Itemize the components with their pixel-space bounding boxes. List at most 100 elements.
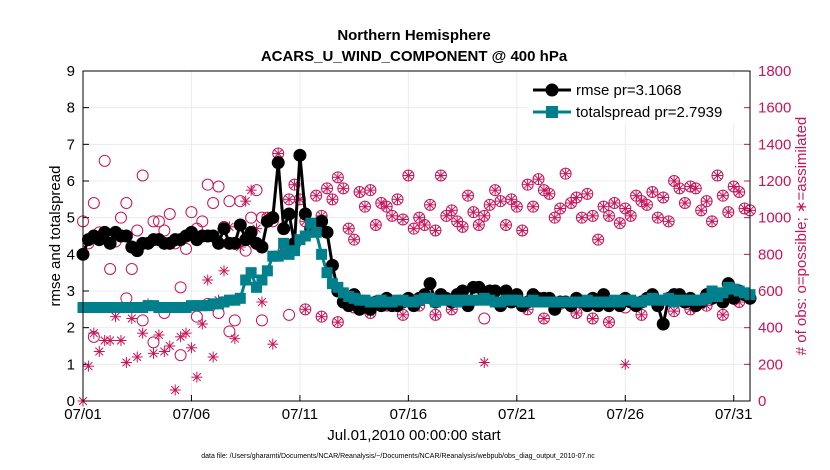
obs-possible-marker — [174, 281, 187, 294]
x-tick-label: 07/16 — [390, 406, 428, 423]
obs-assimilated-marker — [397, 214, 409, 225]
obs-assimilated-marker — [202, 274, 214, 286]
obs-assimilated-marker — [636, 195, 648, 207]
obs-assimilated-marker — [674, 182, 686, 194]
data-file-footnote: data file: /Users/gharamti/Documents/NCA… — [201, 453, 595, 460]
obs-assimilated-marker — [581, 188, 593, 200]
x-tick-label: 07/01 — [64, 406, 102, 423]
rmse-spread-series — [76, 148, 757, 331]
obs-assimilated-marker — [446, 204, 458, 216]
legend-box — [527, 77, 744, 124]
obs-assimilated-marker — [603, 316, 615, 328]
obs-assimilated-marker — [354, 186, 366, 198]
obs-assimilated-marker — [576, 212, 588, 224]
obs-assimilated-marker — [495, 195, 507, 207]
y-left-tick-label: 7 — [67, 136, 75, 153]
obs-assimilated-marker — [462, 190, 474, 202]
obs-assimilated-marker — [570, 192, 582, 203]
y-right-tick-labels: 0 200 400 600 800 1000 1200 1400 1600 1800 — [758, 63, 791, 410]
rmse-point — [488, 284, 502, 298]
totalspread-point — [278, 237, 290, 249]
x-tick-label: 07/21 — [498, 406, 536, 423]
obs-assimilated-marker — [636, 309, 648, 321]
obs-assimilated-marker — [137, 327, 149, 339]
y-right-tick-label: 0 — [758, 393, 766, 410]
obs-assimilated-marker — [625, 210, 637, 222]
rmse-point — [233, 218, 247, 232]
obs-assimilated-marker — [619, 358, 631, 370]
obs-assimilated-marker — [429, 309, 441, 321]
rmse-point — [228, 236, 242, 250]
obs-assimilated-marker — [522, 179, 534, 191]
obs-assimilated-marker — [711, 170, 723, 181]
obs-assimilated-marker — [370, 219, 382, 231]
x-tick-label: 07/31 — [715, 406, 753, 423]
obs-assimilated-marker — [191, 371, 203, 383]
obs-assimilated-marker — [131, 351, 143, 363]
obs-assimilated-marker — [82, 360, 94, 372]
obs-assimilated-marker — [733, 186, 745, 198]
obs-assimilated-marker — [218, 265, 230, 277]
y-right-tick-label: 1200 — [758, 173, 791, 190]
rmse-point — [499, 284, 513, 298]
obs-assimilated-marker — [93, 346, 105, 357]
rmse-point — [212, 236, 226, 250]
obs-possible-marker — [228, 314, 241, 327]
y-left-tick-label: 1 — [67, 356, 75, 373]
obs-assimilated-marker — [245, 184, 257, 196]
obs-assimilated-marker — [419, 219, 431, 231]
x-axis-label: Jul.01,2010 00:00:00 start — [327, 427, 501, 444]
totalspread-point — [316, 248, 328, 260]
y-right-tick-label: 1600 — [758, 100, 791, 117]
y-left-tick-label: 4 — [67, 246, 75, 263]
obs-possible-marker — [163, 208, 176, 220]
y-right-axis-label: # of obs: o=possible; ∗=assimilated — [793, 117, 810, 356]
rmse-point — [266, 211, 280, 225]
rmse-point — [244, 225, 258, 239]
chart-title-line-2: ACARS_U_WIND_COMPONENT @ 400 hPa — [261, 48, 568, 65]
rmse-point — [217, 222, 231, 236]
obs-possible-marker — [147, 215, 160, 228]
totalspread-point — [701, 292, 713, 304]
obs-possible-marker — [190, 310, 203, 323]
obs-possible-marker — [478, 312, 491, 325]
x-tick-labels: 07/01 07/06 07/11 07/16 07/21 07/26 07/31 — [64, 406, 752, 423]
obs-assimilated-marker — [478, 357, 490, 368]
obs-assimilated-marker — [164, 340, 176, 352]
legend-rmse-marker — [545, 83, 559, 97]
obs-assimilated-marker — [207, 351, 219, 363]
obs-assimilated-marker — [348, 234, 360, 246]
obs-assimilated-marker — [684, 181, 696, 192]
y-right-tick-label: 600 — [758, 283, 783, 300]
obs-assimilated-marker — [147, 347, 159, 359]
totalspread-point — [261, 265, 273, 277]
rmse-point — [255, 240, 269, 254]
obs-assimilated-marker — [104, 335, 116, 346]
obs-assimilated-marker — [603, 210, 615, 222]
obs-assimilated-marker — [695, 204, 707, 216]
obs-assimilated-marker — [554, 203, 566, 214]
obs-possible-marker — [223, 195, 236, 208]
obs-assimilated-marker — [326, 193, 338, 205]
obs-assimilated-marker — [332, 171, 344, 183]
obs-assimilated-marker — [478, 210, 490, 222]
obs-assimilated-marker — [538, 184, 550, 196]
obs-possible-marker — [185, 206, 198, 219]
obs-assimilated-marker — [386, 210, 398, 222]
obs-assimilated-marker — [484, 199, 496, 211]
obs-assimilated-marker — [120, 357, 132, 368]
rmse-point — [423, 277, 437, 291]
obs-assimilated-marker — [180, 327, 192, 339]
obs-assimilated-marker — [587, 210, 599, 222]
rmse-point — [320, 225, 334, 239]
obs-assimilated-marker — [424, 199, 436, 211]
rmse-point — [277, 222, 291, 236]
obs-assimilated-marker — [549, 212, 561, 224]
obs-possible-marker — [196, 215, 209, 228]
obs-possible-marker — [87, 197, 100, 209]
obs-assimilated-marker — [592, 234, 604, 246]
obs-assimilated-marker — [467, 206, 479, 218]
obs-assimilated-marker — [375, 197, 387, 209]
obs-possible-marker — [87, 330, 100, 343]
obs-assimilated-marker — [240, 195, 252, 207]
